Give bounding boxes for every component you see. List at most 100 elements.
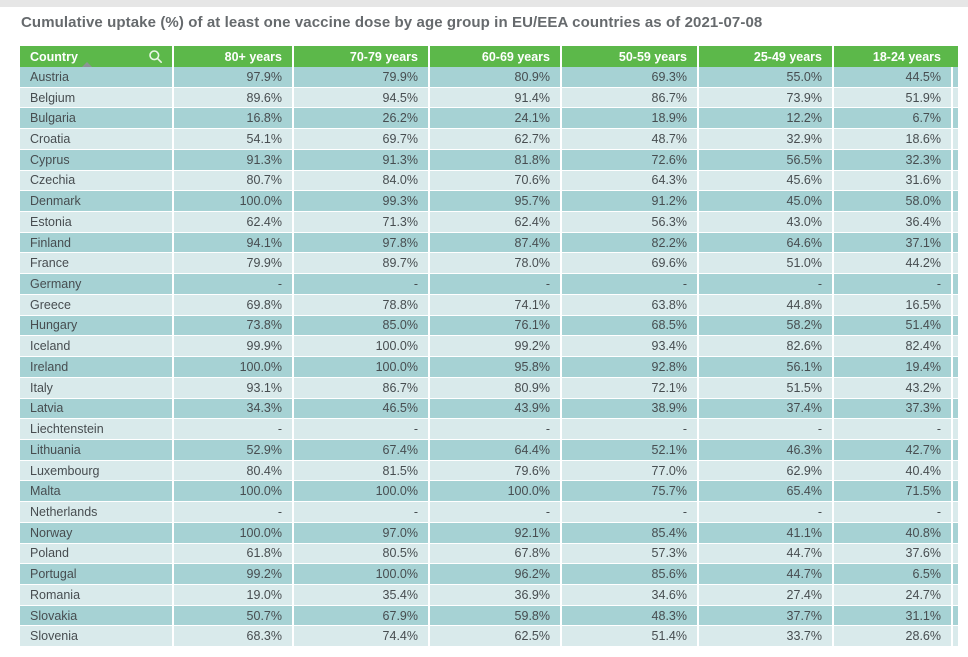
value-cell: 38.9% <box>560 398 697 420</box>
value-cell: 64.4% <box>428 439 560 461</box>
row-filler <box>951 357 958 378</box>
value-cell: 74.1% <box>428 294 560 316</box>
value-cell: - <box>292 502 428 523</box>
value-cell: - <box>560 419 697 440</box>
column-header-60-69[interactable]: 60-69 years <box>428 46 560 67</box>
value-cell: 80.4% <box>172 460 292 482</box>
value-cell: 100.0% <box>172 357 292 378</box>
value-cell: 63.8% <box>560 294 697 316</box>
row-filler <box>951 274 958 295</box>
value-cell: 36.9% <box>428 584 560 606</box>
value-cell: 97.9% <box>172 67 292 88</box>
value-cell: 99.2% <box>172 564 292 585</box>
value-cell: 45.0% <box>697 191 832 213</box>
value-cell: 43.0% <box>697 212 832 233</box>
value-cell: 44.2% <box>832 253 951 275</box>
row-filler <box>951 253 958 275</box>
country-cell: Luxembourg <box>20 461 172 482</box>
country-cell: Portugal <box>20 564 172 585</box>
table-row: Ireland 100.0% 100.0% 95.8% 92.8% 56.1% 19.4% <box>20 357 958 378</box>
value-cell: 56.3% <box>560 212 697 233</box>
value-cell: 86.7% <box>292 377 428 399</box>
search-icon[interactable] <box>148 49 163 64</box>
value-cell: - <box>832 274 951 295</box>
column-header-18-24[interactable]: 18-24 years <box>832 46 951 67</box>
value-cell: 78.8% <box>292 294 428 316</box>
value-cell: 100.0% <box>172 191 292 213</box>
country-cell: Latvia <box>20 399 172 420</box>
value-cell: 43.9% <box>428 398 560 420</box>
value-cell: 48.7% <box>560 129 697 150</box>
value-cell: 18.9% <box>560 108 697 130</box>
value-cell: 85.6% <box>560 564 697 585</box>
country-cell: Liechtenstein <box>20 419 172 440</box>
value-cell: 74.4% <box>292 626 428 648</box>
column-header-70-79[interactable]: 70-79 years <box>292 46 428 67</box>
column-header-country[interactable]: Country <box>20 46 172 67</box>
country-cell: Poland <box>20 544 172 565</box>
column-header-80plus[interactable]: 80+ years <box>172 46 292 67</box>
column-header-50-59[interactable]: 50-59 years <box>560 46 697 67</box>
value-cell: 67.8% <box>428 543 560 565</box>
country-cell: Belgium <box>20 88 172 109</box>
table-row: Austria 97.9% 79.9% 80.9% 69.3% 55.0% 44.5% <box>20 67 958 88</box>
value-cell: 16.8% <box>172 108 292 130</box>
row-filler <box>951 605 958 627</box>
value-cell: 67.9% <box>292 605 428 627</box>
value-cell: 91.4% <box>428 87 560 109</box>
table-body: Austria 97.9% 79.9% 80.9% 69.3% 55.0% 44.5% Bel… <box>20 67 958 648</box>
value-cell: 24.1% <box>428 108 560 130</box>
value-cell: 37.3% <box>832 398 951 420</box>
table-row: Italy 93.1% 86.7% 80.9% 72.1% 51.5% 43.2% <box>20 377 958 399</box>
country-cell: Hungary <box>20 316 172 337</box>
value-cell: - <box>832 502 951 523</box>
table-row: Hungary 73.8% 85.0% 76.1% 68.5% 58.2% 51.4% <box>20 315 958 337</box>
table-row: France 79.9% 89.7% 78.0% 69.6% 51.0% 44.2% <box>20 253 958 275</box>
value-cell: - <box>697 502 832 523</box>
table-row: Norway 100.0% 97.0% 92.1% 85.4% 41.1% 40.8% <box>20 522 958 544</box>
value-cell: 52.1% <box>560 439 697 461</box>
window-top-strip <box>0 0 968 7</box>
value-cell: 32.9% <box>697 129 832 150</box>
value-cell: 16.5% <box>832 294 951 316</box>
table-row: Greece 69.8% 78.8% 74.1% 63.8% 44.8% 16.5% <box>20 294 958 316</box>
value-cell: 99.9% <box>172 336 292 358</box>
column-header-25-49[interactable]: 25-49 years <box>697 46 832 67</box>
table-row: Czechia 80.7% 84.0% 70.6% 64.3% 45.6% 31.6% <box>20 170 958 192</box>
value-cell: 96.2% <box>428 564 560 585</box>
value-cell: 44.7% <box>697 543 832 565</box>
row-filler <box>951 315 958 337</box>
value-cell: 50.7% <box>172 605 292 627</box>
row-filler <box>951 67 958 88</box>
value-cell: 19.4% <box>832 357 951 378</box>
value-cell: 79.9% <box>172 253 292 275</box>
row-filler <box>951 522 958 544</box>
country-cell: Estonia <box>20 212 172 233</box>
value-cell: 62.4% <box>428 212 560 233</box>
country-cell: Cyprus <box>20 150 172 171</box>
value-cell: 100.0% <box>292 357 428 378</box>
value-cell: 80.9% <box>428 67 560 88</box>
country-cell: Lithuania <box>20 440 172 461</box>
table-row: Liechtenstein - - - - - - <box>20 419 958 440</box>
value-cell: - <box>832 419 951 440</box>
value-cell: 45.6% <box>697 170 832 192</box>
value-cell: 55.0% <box>697 67 832 88</box>
country-cell: France <box>20 253 172 275</box>
country-cell: Croatia <box>20 129 172 150</box>
value-cell: 79.9% <box>292 67 428 88</box>
table-row: Poland 61.8% 80.5% 67.8% 57.3% 44.7% 37.6% <box>20 543 958 565</box>
value-cell: - <box>428 419 560 440</box>
value-cell: 100.0% <box>172 522 292 544</box>
value-cell: 80.9% <box>428 377 560 399</box>
row-filler <box>951 377 958 399</box>
sort-ascending-icon <box>80 62 94 67</box>
value-cell: 62.4% <box>172 212 292 233</box>
value-cell: 58.2% <box>697 315 832 337</box>
value-cell: 26.2% <box>292 108 428 130</box>
value-cell: 51.5% <box>697 377 832 399</box>
value-cell: 37.6% <box>832 543 951 565</box>
value-cell: 89.7% <box>292 253 428 275</box>
country-cell: Czechia <box>20 171 172 192</box>
value-cell: 52.9% <box>172 439 292 461</box>
